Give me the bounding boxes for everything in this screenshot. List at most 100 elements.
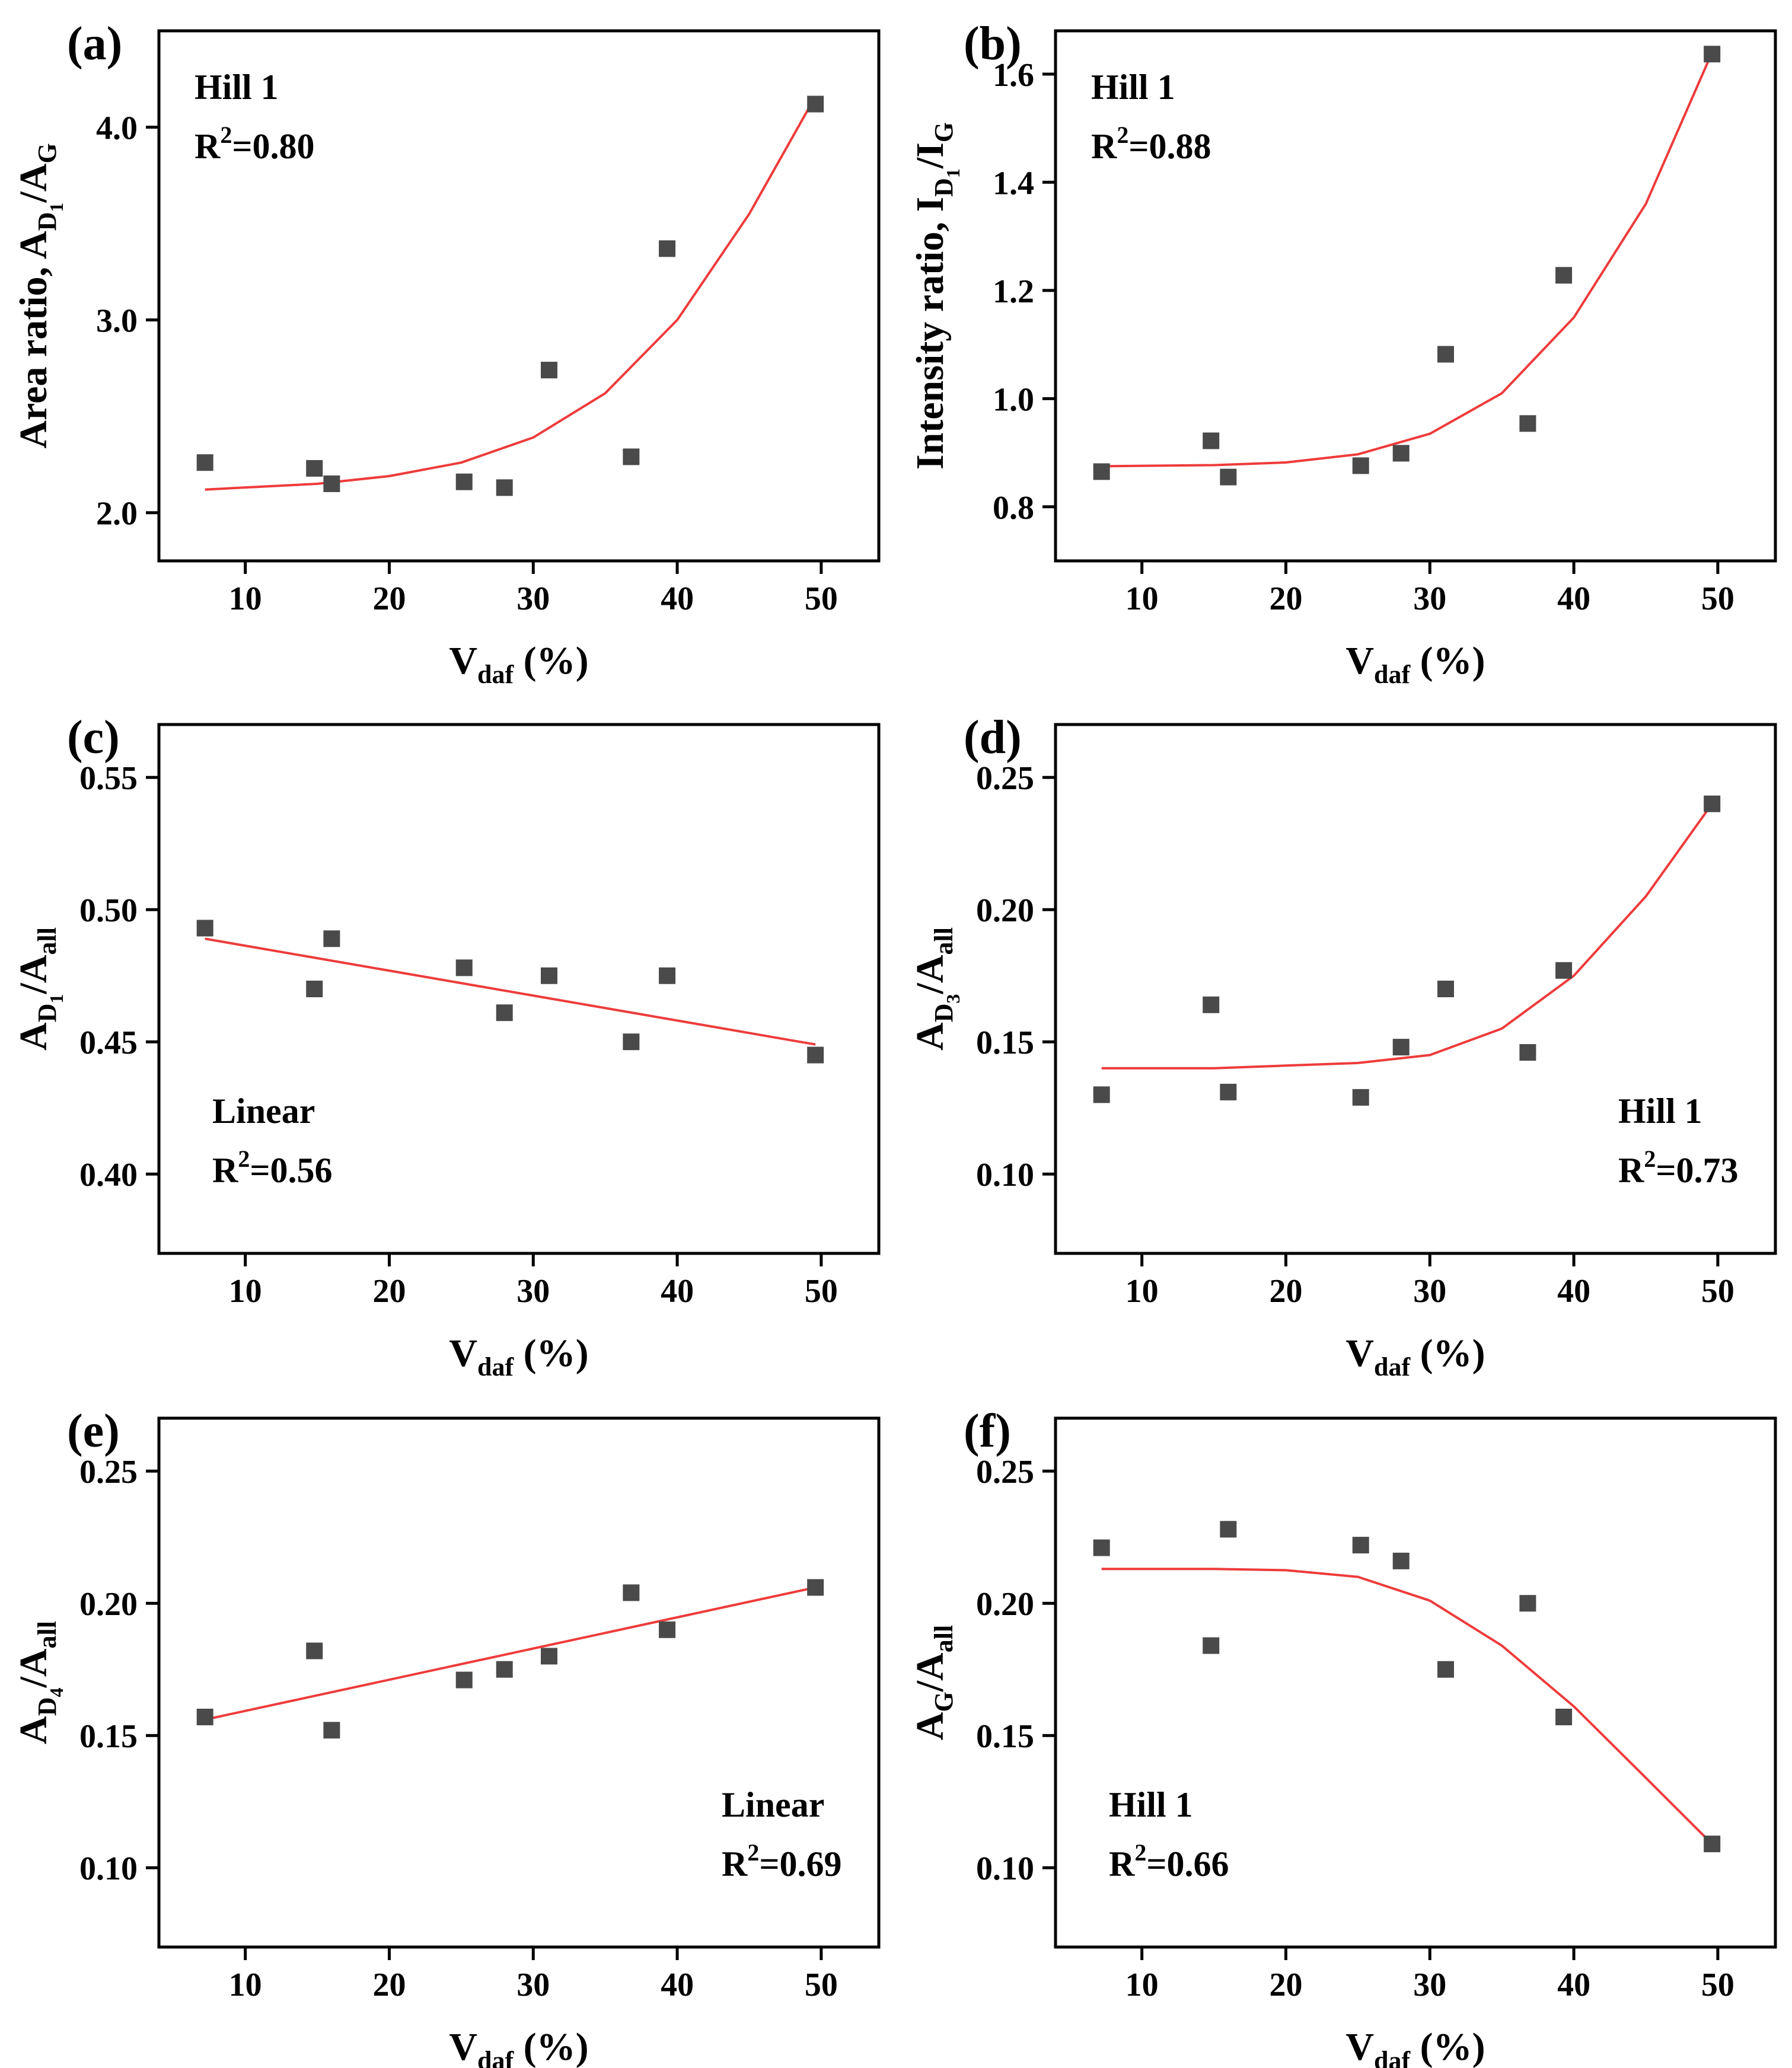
- data-point: [1519, 415, 1536, 432]
- x-axis-label: Vdaf (%): [449, 2025, 588, 2068]
- r-squared-label: R2=0.88: [1091, 122, 1211, 166]
- data-point: [1555, 267, 1573, 284]
- data-point: [623, 448, 640, 465]
- r-squared-label: R2=0.69: [722, 1839, 842, 1884]
- data-point: [196, 1708, 213, 1725]
- x-tick-label: 40: [661, 580, 694, 617]
- data-point: [659, 967, 676, 984]
- y-tick-label: 0.25: [79, 1454, 138, 1491]
- plot-frame: [157, 29, 881, 563]
- data-point: [659, 1621, 676, 1638]
- data-point: [1437, 981, 1454, 997]
- x-tick-label: 30: [1413, 580, 1446, 617]
- data-point: [196, 454, 213, 471]
- data-point: [306, 1642, 323, 1659]
- x-tick-label: 50: [1701, 580, 1734, 617]
- y-tick-label: 0.15: [79, 1718, 138, 1755]
- x-tick-label: 30: [516, 1967, 550, 2003]
- panel-label: (f): [964, 1405, 1011, 1457]
- x-tick-label: 10: [1125, 1967, 1159, 2003]
- data-point: [1392, 1552, 1410, 1569]
- y-tick-label: 0.15: [976, 1718, 1034, 1755]
- data-point: [807, 1046, 824, 1064]
- data-point: [1519, 1595, 1536, 1612]
- data-point: [1352, 1089, 1369, 1106]
- y-axis-label: AG/Aall: [908, 1625, 958, 1740]
- plot-frame: [157, 723, 881, 1255]
- y-tick-label: 1.6: [993, 57, 1034, 94]
- fit-curve: [1101, 803, 1713, 1070]
- y-tick-label: 0.40: [79, 1157, 138, 1193]
- fit-curve: [205, 937, 816, 1046]
- x-tick-label: 50: [805, 1273, 838, 1310]
- x-tick-label: 50: [1701, 1273, 1734, 1310]
- x-tick-label: 40: [1557, 580, 1590, 617]
- data-point: [1704, 795, 1721, 812]
- x-tick-label: 10: [1125, 580, 1159, 617]
- data-point: [455, 959, 473, 976]
- y-tick-label: 0.20: [976, 1586, 1034, 1623]
- fit-model-label: Linear: [722, 1785, 824, 1824]
- y-tick-label: 1.2: [993, 273, 1034, 310]
- y-tick-label: 0.25: [976, 1454, 1034, 1491]
- fit-model-label: Linear: [212, 1092, 315, 1131]
- x-axis-label: Vdaf (%): [1345, 639, 1485, 689]
- x-tick-label: 40: [661, 1273, 694, 1310]
- fit-curve: [205, 1586, 816, 1721]
- x-tick-label: 20: [1269, 1967, 1302, 2003]
- y-tick-label: 0.25: [976, 760, 1034, 797]
- plot-frame: [157, 1416, 881, 1949]
- data-point: [1203, 1637, 1220, 1654]
- panel-d: 10 20 30 40 50 0.10 0.15 0.20 0.25 Vdaf (%) AD3/Aa…: [908, 711, 1777, 1381]
- x-axis-label: Vdaf (%): [1345, 2025, 1485, 2068]
- fit-curve: [205, 95, 817, 491]
- y-tick-label: 0.55: [79, 760, 138, 797]
- data-point: [540, 967, 557, 984]
- y-axis-label: Intensity ratio, ID1/IG: [908, 122, 964, 470]
- y-axis-label: AD4/Aall: [12, 1621, 67, 1744]
- panel-label: (b): [964, 18, 1022, 70]
- data-point: [1203, 996, 1220, 1013]
- data-point: [496, 1004, 513, 1022]
- x-tick-label: 20: [372, 1273, 406, 1310]
- plot-frame: [1054, 1416, 1777, 1949]
- data-point: [455, 473, 473, 490]
- fit-model-label: Hill 1: [1618, 1092, 1702, 1131]
- y-tick-label: 0.10: [79, 1850, 138, 1887]
- data-point: [496, 1661, 513, 1678]
- data-point: [1220, 468, 1237, 486]
- x-tick-label: 40: [1557, 1967, 1590, 2003]
- data-point: [1555, 1708, 1573, 1725]
- x-tick-label: 30: [1413, 1967, 1446, 2003]
- panel-label: (c): [67, 711, 120, 764]
- data-point: [1704, 46, 1721, 63]
- data-point: [323, 930, 340, 947]
- y-tick-label: 1.4: [993, 165, 1034, 202]
- x-tick-label: 10: [229, 580, 262, 617]
- data-point: [1093, 1086, 1110, 1103]
- data-point: [807, 95, 824, 113]
- panel-a: 10 20 30 40 50 2.0 3.0 4.0 Vdaf (%) Area ratio, A…: [12, 18, 881, 689]
- data-point: [306, 459, 323, 477]
- x-tick-label: 20: [1269, 580, 1302, 617]
- data-point: [1704, 1836, 1721, 1853]
- x-tick-label: 30: [516, 1273, 550, 1310]
- fit-model-label: Hill 1: [194, 68, 279, 107]
- data-point: [1519, 1044, 1536, 1061]
- data-point: [1437, 1661, 1454, 1678]
- y-tick-label: 4.0: [96, 110, 138, 147]
- y-tick-label: 2.0: [96, 496, 138, 532]
- y-tick-label: 0.8: [993, 490, 1034, 526]
- y-axis-label: AD3/Aall: [908, 927, 964, 1051]
- panel-c: 10 20 30 40 50 0.40 0.45 0.50 0.55 Vdaf (%) AD1/Aa…: [12, 711, 881, 1381]
- panel-label: (a): [67, 18, 122, 70]
- fit-model-label: Hill 1: [1091, 68, 1175, 107]
- x-tick-label: 50: [1701, 1967, 1734, 2003]
- fit-curve: [1101, 1568, 1713, 1845]
- y-tick-label: 0.15: [976, 1025, 1034, 1061]
- data-point: [1220, 1521, 1237, 1538]
- data-point: [623, 1584, 640, 1601]
- y-tick-label: 0.50: [79, 892, 138, 929]
- panel-f: 10 20 30 40 50 0.10 0.15 0.20 0.25 Vdaf (%) AG/Aal…: [908, 1405, 1777, 2068]
